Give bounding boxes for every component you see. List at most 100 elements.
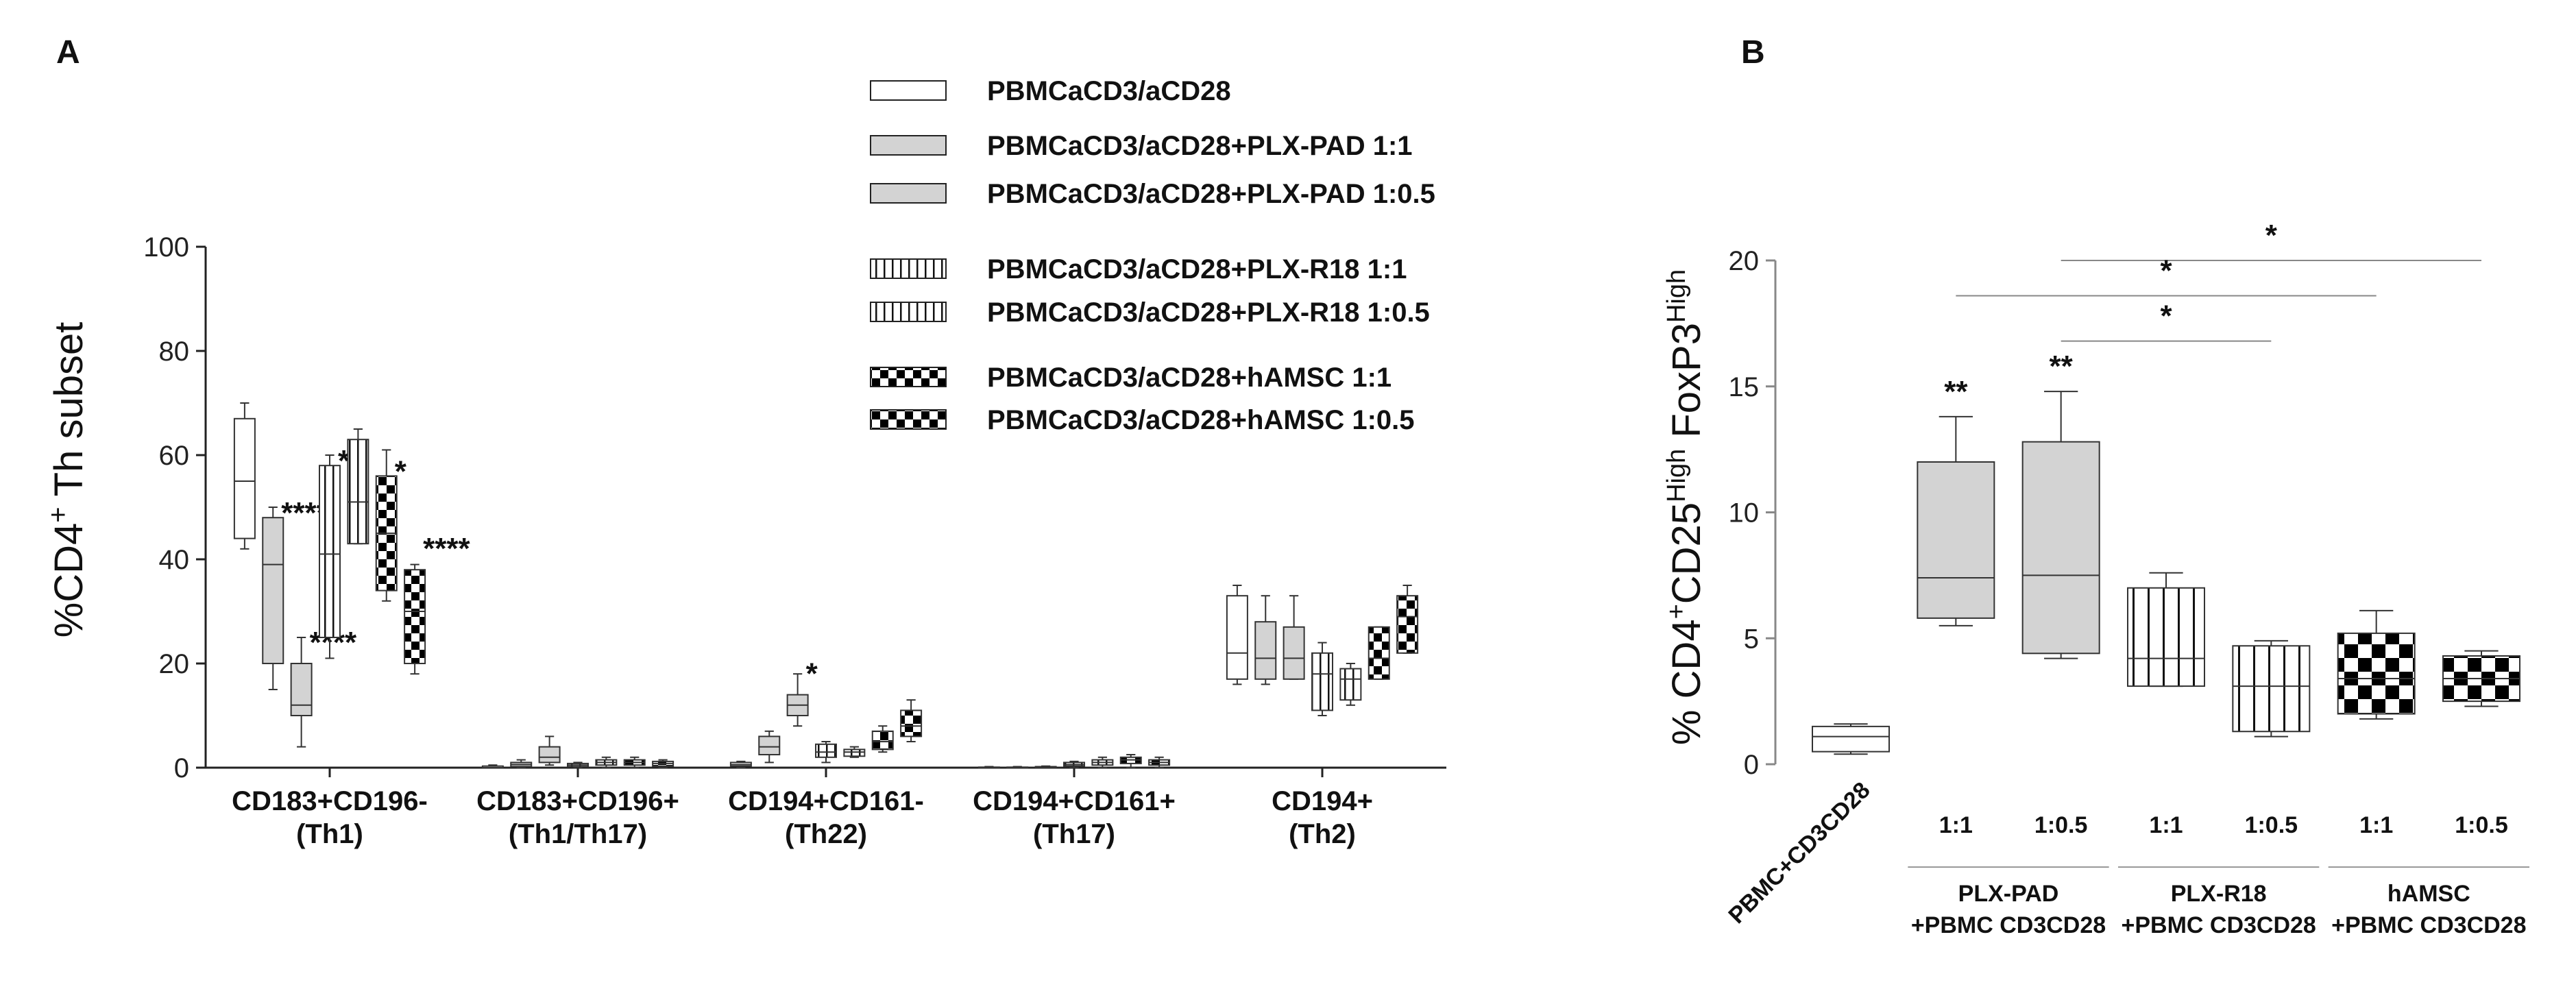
panel-a-legend: PBMCaCD3/aCD28 PBMCaCD3/aCD28+PLX-PAD 1:1… xyxy=(870,76,1435,435)
panel-a-box-16 xyxy=(786,673,809,727)
legend-label: PBMCaCD3/aCD28+PLX-PAD 1:0.5 xyxy=(987,179,1435,209)
panel-b-box-body xyxy=(1812,725,1890,753)
panel-b-group-label: PLX-PAD xyxy=(1958,881,2059,907)
panel-a-box-0 xyxy=(233,402,256,550)
panel-a-significance-label: **** xyxy=(423,532,470,565)
panel-a-box-12 xyxy=(623,756,646,768)
panel-b-ratio-label: 1:1 xyxy=(2359,812,2393,838)
legend-item: PBMCaCD3/aCD28+PLX-PAD 1:1 xyxy=(870,131,1413,161)
legend-swatch xyxy=(870,409,947,430)
panel-a-box-11 xyxy=(595,756,618,768)
panel-a-box-body xyxy=(404,569,426,665)
legend-item: PBMCaCD3/aCD28+PLX-R18 1:1 xyxy=(870,254,1407,284)
panel-a-box-body xyxy=(1396,595,1419,654)
panel-b-group-label: hAMSC xyxy=(2387,881,2470,907)
panel-a-box-19 xyxy=(871,725,894,753)
panel-a-box-25 xyxy=(1091,756,1114,768)
panel-b-y-tick-label: 15 xyxy=(1729,372,1760,402)
panel-b-group-sublabel: +PBMC CD3CD28 xyxy=(2121,912,2316,938)
legend-swatch xyxy=(870,183,947,204)
panel-a-significance-label: * xyxy=(806,657,818,691)
panel-a-box-29 xyxy=(1254,595,1277,685)
panel-a-box-body xyxy=(1254,621,1277,680)
panel-a-y-tick-label: 60 xyxy=(159,441,190,471)
panel-a-box-8 xyxy=(510,759,533,768)
legend-label: PBMCaCD3/aCD28 xyxy=(987,76,1231,106)
panel-label-a: A xyxy=(56,34,80,71)
panel-a-box-body xyxy=(347,439,369,545)
panel-b-y-tick-label: 5 xyxy=(1744,624,1759,654)
panel-b-y-tick-label: 20 xyxy=(1729,246,1760,276)
panel-a-category-sublabel: (Th2) xyxy=(1289,819,1356,849)
panel-b-ratio-label: 1:1 xyxy=(2149,812,2183,838)
panel-a-box-body xyxy=(319,465,341,639)
panel-a-box-body xyxy=(900,709,923,738)
legend-item: PBMCaCD3/aCD28+hAMSC 1:1 xyxy=(870,363,1392,393)
panel-a-y-tick-label: 100 xyxy=(143,232,189,263)
panel-b-comparison-label: * xyxy=(2160,300,2172,333)
panel-a-box-30 xyxy=(1283,595,1305,680)
panel-a-box-6 xyxy=(404,563,426,675)
panel-a-box-15 xyxy=(758,730,781,764)
legend-label: PBMCaCD3/aCD28+PLX-R18 1:0.5 xyxy=(987,297,1430,328)
panel-b-box-0 xyxy=(1812,723,1890,755)
panel-b-comparison-label: * xyxy=(2160,254,2172,287)
panel-b-ratio-label: 1:1 xyxy=(1939,812,1973,838)
panel-a-chart: 0 20 40 60 80 100 CD183+CD196-(Th1) CD183+CD196… xyxy=(143,232,1446,849)
panel-a-box-body xyxy=(538,746,561,764)
panel-a-box-9 xyxy=(538,735,561,766)
panel-a-box-body xyxy=(1283,626,1305,680)
panel-a-box-body xyxy=(758,735,781,756)
panel-b-box-5 xyxy=(2337,609,2416,720)
panel-b-y-tick-label: 0 xyxy=(1744,750,1759,780)
panel-a-category-sublabel: (Th1) xyxy=(296,819,363,849)
panel-a-box-23 xyxy=(1034,765,1057,768)
panel-a-box-body xyxy=(233,417,256,539)
panel-b-group-sublabel: +PBMC CD3CD28 xyxy=(1911,912,2106,938)
panel-b-box-body xyxy=(2127,587,2205,687)
panel-label-b: B xyxy=(1741,34,1765,71)
panel-a-category-label: CD194+ xyxy=(1272,786,1373,816)
panel-b-comparison-label: * xyxy=(2265,219,2278,252)
panel-b-group-label: PLX-R18 xyxy=(2171,881,2267,907)
panel-a-box-33 xyxy=(1368,626,1390,680)
legend-item: PBMCaCD3/aCD28+PLX-R18 1:0.5 xyxy=(870,297,1430,328)
panel-a-box-5 xyxy=(375,449,398,602)
legend-swatch xyxy=(870,367,947,387)
legend-swatch xyxy=(870,80,947,101)
panel-b-box-body xyxy=(2232,645,2311,733)
legend-item: PBMCaCD3/aCD28+hAMSC 1:0.5 xyxy=(870,405,1415,435)
panel-b-group-sublabel: +PBMC CD3CD28 xyxy=(2331,912,2526,938)
panel-a-box-32 xyxy=(1339,663,1362,706)
panel-a-box-body xyxy=(843,748,866,757)
panel-a-category-label: CD183+CD196+ xyxy=(476,786,679,816)
panel-a-box-20 xyxy=(900,699,923,742)
panel-a-box-body xyxy=(290,663,313,716)
panel-b-ratio-label: 1:0.5 xyxy=(2034,812,2088,838)
panel-b-ratio-label: 1:0.5 xyxy=(2245,812,2298,838)
legend-label: PBMCaCD3/aCD28+hAMSC 1:0.5 xyxy=(987,405,1415,435)
panel-b-box-body xyxy=(2021,441,2100,655)
panel-a-significance-label: * xyxy=(395,454,407,488)
panel-a-box-27 xyxy=(1148,756,1171,768)
panel-b-box-2 xyxy=(2021,391,2100,659)
panel-a-box-13 xyxy=(652,759,675,768)
panel-b-box-4 xyxy=(2232,639,2311,738)
panel-a-box-22 xyxy=(1006,766,1029,769)
panel-a-category-sublabel: (Th1/Th17) xyxy=(509,819,647,849)
panel-a-box-21 xyxy=(977,766,1000,769)
panel-b-ratio-label: 1:0.5 xyxy=(2455,812,2508,838)
panel-a-box-31 xyxy=(1311,642,1333,716)
panel-a-box-body xyxy=(871,730,894,751)
panel-a-box-28 xyxy=(1226,585,1248,685)
panel-a-category-sublabel: (Th22) xyxy=(785,819,867,849)
panel-a-box-4 xyxy=(347,428,369,545)
panel-b-box-body xyxy=(1917,461,1995,619)
legend-label: PBMCaCD3/aCD28+PLX-R18 1:1 xyxy=(987,254,1407,284)
panel-b-y-tick-label: 10 xyxy=(1729,498,1760,528)
panel-a-box-10 xyxy=(567,761,589,768)
panel-a-box-body xyxy=(1311,652,1333,711)
panel-b-box-6 xyxy=(2442,650,2520,707)
